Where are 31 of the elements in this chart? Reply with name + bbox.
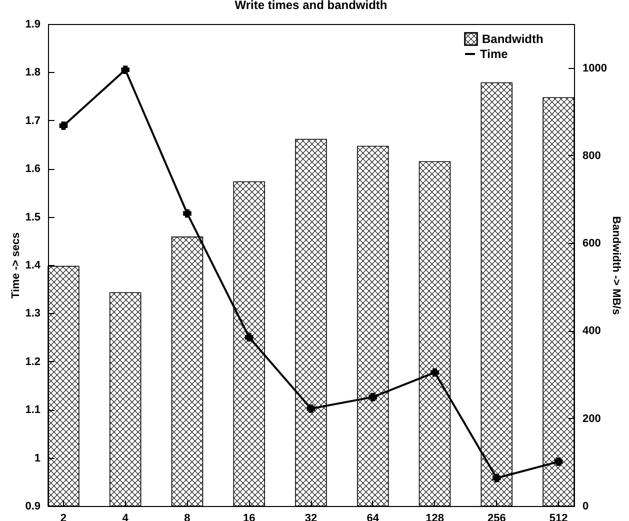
y-tick-label: 1 (34, 452, 40, 464)
legend-label: Time (480, 47, 508, 61)
point (368, 392, 378, 402)
chart-title: Write times and bandwidth (234, 0, 388, 12)
point (121, 66, 130, 74)
y-tick-label: 0.9 (25, 500, 40, 512)
y-tick-label: 1.6 (25, 163, 40, 176)
y-tick-label: 1.2 (25, 356, 40, 368)
y2-tick-label: 1000 (582, 62, 607, 74)
y-tick-label: 1.1 (25, 404, 40, 416)
point (492, 474, 501, 482)
y-tick-label: 1.3 (25, 308, 40, 320)
y2-tick-label: 200 (582, 412, 601, 425)
point (554, 457, 563, 466)
y-tick-label: 1.8 (25, 66, 40, 79)
y2-tick-label: 0 (582, 500, 589, 512)
point (59, 122, 68, 130)
point (244, 333, 254, 342)
y-tick-label: 1.9 (25, 18, 40, 30)
legend-label: Bandwidth (482, 32, 544, 46)
y-tick-label: 1.4 (25, 260, 42, 272)
y2-tick-label: 400 (582, 325, 601, 338)
y-tick-label: 1.7 (25, 114, 40, 127)
point (430, 368, 439, 377)
point (183, 209, 192, 218)
y-axis-title: Time -> secs (10, 232, 22, 299)
y2-tick-label: 600 (582, 238, 601, 250)
point (306, 404, 316, 413)
y-tick-label: 1.5 (25, 211, 40, 224)
y2-tick-label: 800 (582, 150, 601, 162)
y2-axis-title: Bandwidth -> MB/s (610, 216, 622, 315)
